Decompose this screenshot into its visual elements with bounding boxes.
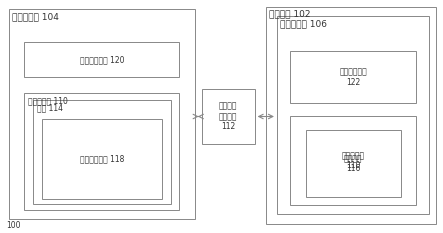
Bar: [9, 9, 195, 219]
Bar: [266, 7, 436, 224]
Text: 浏览器窗口
110: 浏览器窗口 110: [342, 151, 365, 171]
Text: 第一页面
116: 第一页面 116: [344, 154, 362, 173]
Text: 第一页面内容 118: 第一页面内容 118: [80, 154, 124, 164]
Text: 第一控制引擎 120: 第一控制引擎 120: [80, 55, 124, 64]
Bar: [33, 100, 171, 204]
Text: 计算实体 102: 计算实体 102: [269, 10, 311, 19]
Text: 第二控制引擎
122: 第二控制引擎 122: [339, 67, 367, 87]
Text: 第二浏览器 106: 第二浏览器 106: [280, 19, 327, 28]
Bar: [290, 116, 416, 205]
Bar: [42, 119, 162, 199]
Bar: [202, 89, 255, 144]
Text: 浏览器窗口 110: 浏览器窗口 110: [28, 96, 68, 105]
Text: 第一浏览器 104: 第一浏览器 104: [12, 12, 59, 21]
Text: （多个）
通信接口
112: （多个） 通信接口 112: [219, 102, 237, 131]
Text: 标签 114: 标签 114: [37, 103, 63, 112]
Bar: [24, 42, 179, 77]
Bar: [306, 130, 401, 197]
Bar: [24, 93, 179, 210]
Bar: [277, 16, 429, 214]
Text: 100: 100: [7, 220, 21, 230]
Bar: [290, 51, 416, 103]
